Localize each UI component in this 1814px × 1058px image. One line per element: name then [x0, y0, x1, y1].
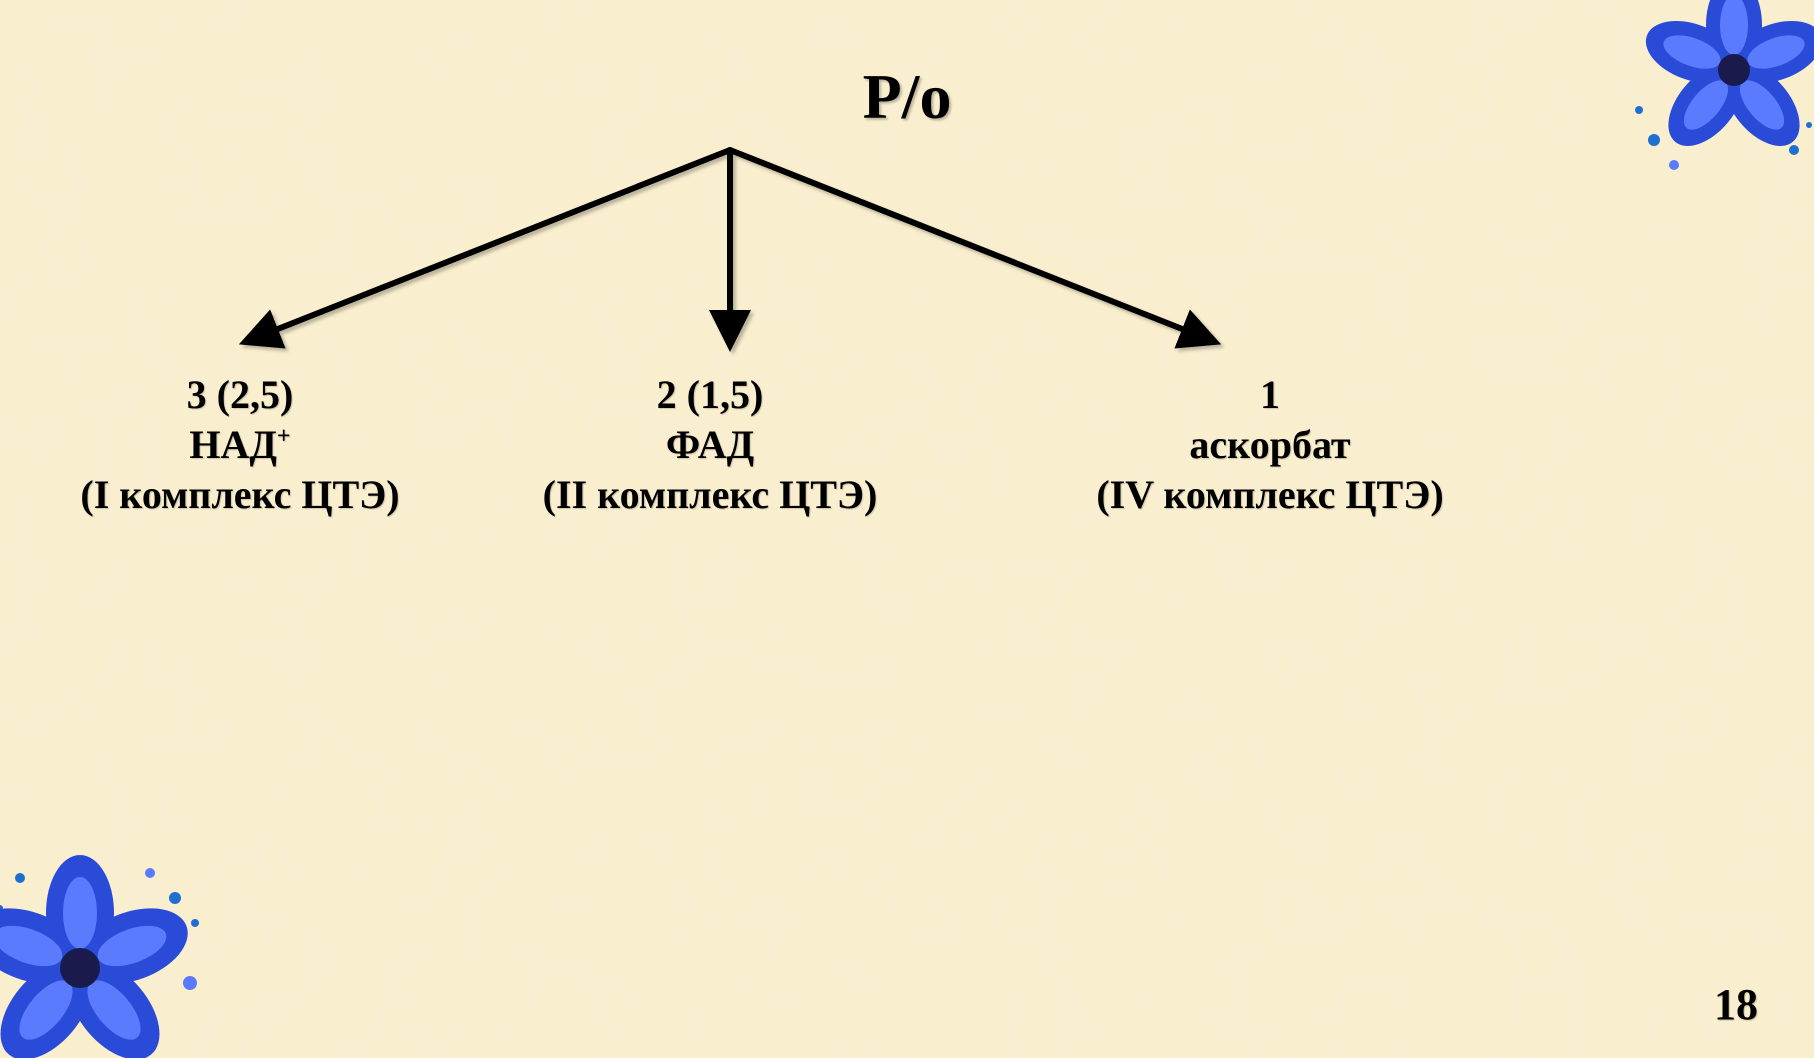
- branch-left: 3 (2,5) НАД+ (I комплекс ЦТЭ): [30, 370, 450, 520]
- branch-center: 2 (1,5) ФАД (II комплекс ЦТЭ): [460, 370, 960, 520]
- branch-left-line2-prefix: НАД: [189, 422, 277, 467]
- branch-right-line1: 1: [1020, 370, 1520, 420]
- branch-right-line2: аскорбат: [1020, 420, 1520, 470]
- branch-center-line1: 2 (1,5): [460, 370, 960, 420]
- diagram-title: Р/о: [0, 60, 1814, 134]
- branch-right-line3: (IV комплекс ЦТЭ): [1020, 470, 1520, 520]
- corner-flower-bottom-left: [0, 778, 270, 1058]
- content-layer: Р/о 3 (2,5) НАД+ (I комплекс ЦТЭ) 2 (1,5…: [0, 0, 1814, 1058]
- branch-left-line2: НАД+: [30, 420, 450, 470]
- branch-right: 1 аскорбат (IV комплекс ЦТЭ): [1020, 370, 1520, 520]
- page-number: 18: [1714, 979, 1758, 1030]
- branch-center-line3: (II комплекс ЦТЭ): [460, 470, 960, 520]
- branch-left-line2-sup: +: [277, 424, 291, 450]
- slide: Р/о 3 (2,5) НАД+ (I комплекс ЦТЭ) 2 (1,5…: [0, 0, 1814, 1058]
- branch-left-line1: 3 (2,5): [30, 370, 450, 420]
- branch-center-line2: ФАД: [460, 420, 960, 470]
- corner-flower-top-right: [1584, 0, 1814, 230]
- branch-left-line3: (I комплекс ЦТЭ): [30, 470, 450, 520]
